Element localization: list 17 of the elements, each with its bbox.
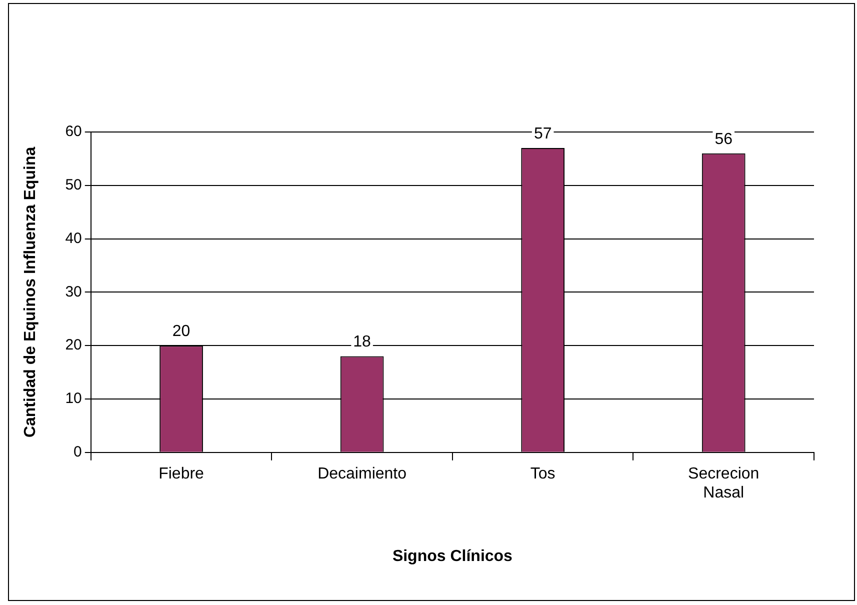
y-tick-label: 40 (65, 230, 82, 247)
y-tick-label: 10 (65, 390, 82, 408)
y-tick-label: 30 (65, 283, 82, 300)
y-tick-label: 0 (74, 444, 82, 461)
y-tick-label: 60 (65, 123, 82, 140)
y-axis-title: Cantidad de Equinos Influenza Equina (22, 146, 40, 438)
x-tick-label: Secrecion Nasal (688, 465, 760, 502)
y-tick-label: 20 (65, 336, 82, 354)
x-tick-label: Fiebre (158, 465, 204, 482)
y-tick-label: 50 (65, 176, 82, 194)
x-axis-title: Signos Clínicos (392, 548, 513, 565)
data-label: 57 (534, 125, 552, 142)
x-tick-label: Tos (530, 465, 556, 482)
data-label: 20 (172, 323, 190, 340)
data-label: 18 (353, 334, 372, 351)
data-label: 56 (714, 130, 733, 148)
x-tick-label: Decaimiento (318, 465, 407, 482)
